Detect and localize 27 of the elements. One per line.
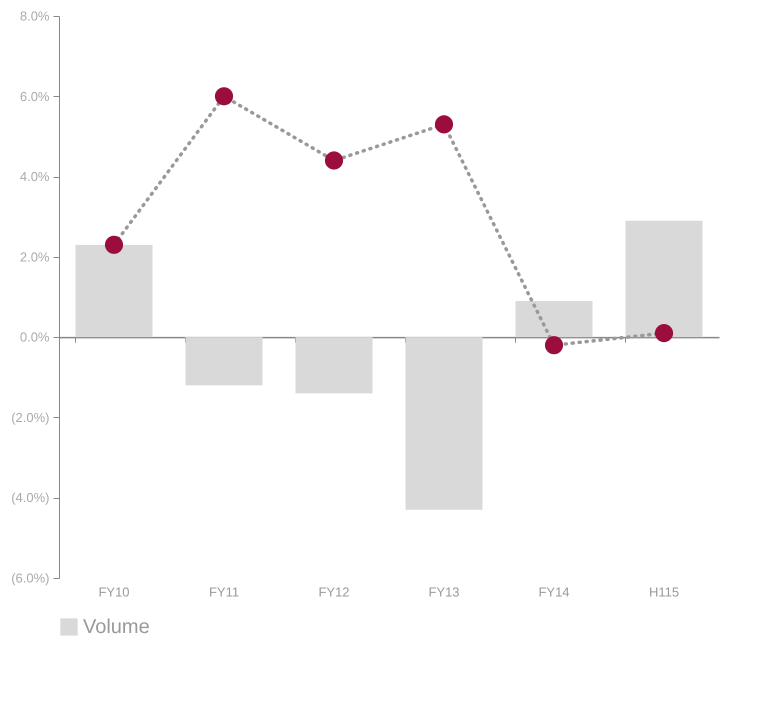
x-tick-label: FY13 [428,584,460,600]
bar [296,337,372,394]
point [434,115,454,134]
y-tick-label: (4.0%) [11,490,50,506]
y-tick-label: 4.0% [20,169,50,184]
x-tick-label: FY10 [98,584,130,600]
y-tick-label: 6.0% [20,88,50,104]
point [214,87,234,106]
point [654,324,674,342]
bar [76,244,152,338]
y-tick-label: 0.0% [20,330,50,345]
bar [186,337,262,386]
bar [516,301,592,338]
point [544,336,564,354]
bar [406,337,482,510]
x-tick-label: FY12 [318,584,350,600]
bar [626,220,702,338]
y-tick-label: 2.0% [20,249,50,264]
x-tick-label: FY14 [538,584,570,600]
point [104,236,124,254]
x-tick-label: H115 [648,584,680,600]
y-tick-label: 8.0% [20,8,50,24]
legend-label: Volume [83,616,150,638]
y-tick-label: (6.0%) [11,570,50,586]
y-tick-label: (2.0%) [11,410,50,425]
point [324,151,344,170]
x-tick-label: FY11 [208,584,240,600]
